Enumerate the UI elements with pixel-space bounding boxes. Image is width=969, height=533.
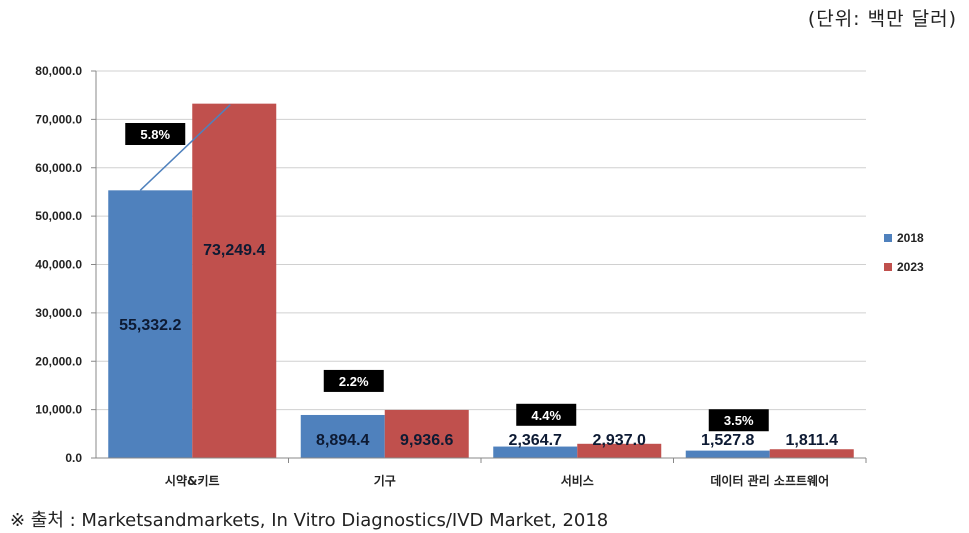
growth-label: 2.2% [339, 374, 369, 389]
data-label-2018: 2,364.7 [509, 432, 562, 449]
legend: 2018 2023 [884, 231, 924, 274]
data-label-2023: 9,936.6 [400, 432, 453, 449]
bar-2023 [384, 409, 469, 458]
bar-2023 [577, 443, 662, 458]
data-label-2018: 8,894.4 [316, 432, 369, 449]
data-label-2023: 1,811.4 [786, 432, 839, 449]
growth-label: 5.8% [140, 127, 170, 142]
y-tick-label: 0.0 [65, 451, 82, 465]
bar-2018 [493, 446, 578, 458]
legend-swatch [884, 234, 892, 242]
growth-label: 3.5% [724, 413, 754, 428]
bar-2018 [300, 414, 385, 458]
growth-badge [323, 369, 384, 392]
data-label-2018: 1,527.8 [701, 432, 754, 449]
y-tick-label: 60,000.0 [35, 161, 82, 175]
legend-label: 2023 [897, 260, 924, 274]
x-category-label: 기구 [374, 473, 396, 488]
growth-badge [516, 403, 577, 426]
y-tick-label: 70,000.0 [35, 112, 82, 126]
growth-badge [125, 123, 186, 145]
source-note: ※ 출처 : Marketsandmarkets, In Vitro Diagn… [10, 510, 609, 531]
x-category-label: 데이터 관리 소프트웨어 [710, 473, 829, 488]
x-category-label: 시약&키트 [165, 473, 220, 488]
y-tick-label: 50,000.0 [35, 209, 82, 223]
x-axis: 시약&키트 기구 서비스 데이터 관리 소프트웨어 [96, 457, 867, 488]
y-tick-label: 80,000.0 [35, 64, 82, 78]
bar-2018 [685, 450, 770, 458]
bars: 55,332.2 73,249.4 5.8% 8,894.4 9,936.6 2.2% 2,… [108, 103, 854, 458]
bar-chart: 0.0 10,000.0 20,000.0 30,000.0 40,000.0 50,00… [35, 64, 924, 488]
legend-swatch [884, 263, 892, 271]
bar-2023 [769, 449, 854, 458]
y-tick-label: 40,000.0 [35, 258, 82, 272]
y-axis: 0.0 10,000.0 20,000.0 30,000.0 40,000.0 50,00… [35, 64, 97, 465]
bar-2018 [108, 190, 193, 458]
y-tick-label: 30,000.0 [35, 306, 82, 320]
y-tick-label: 20,000.0 [35, 354, 82, 368]
y-tick-label: 10,000.0 [35, 403, 82, 417]
growth-label: 4.4% [531, 408, 561, 423]
data-label-2023: 2,937.0 [593, 432, 646, 449]
data-label-2018: 55,332.2 [119, 317, 181, 334]
x-category-label: 서비스 [561, 473, 594, 488]
growth-line [139, 104, 231, 191]
unit-note: (단위: 백만 달러) [807, 8, 957, 30]
bar-2023 [192, 103, 277, 458]
growth-badge [708, 409, 769, 432]
data-label-2023: 73,249.4 [203, 242, 265, 259]
legend-label: 2018 [897, 231, 924, 245]
